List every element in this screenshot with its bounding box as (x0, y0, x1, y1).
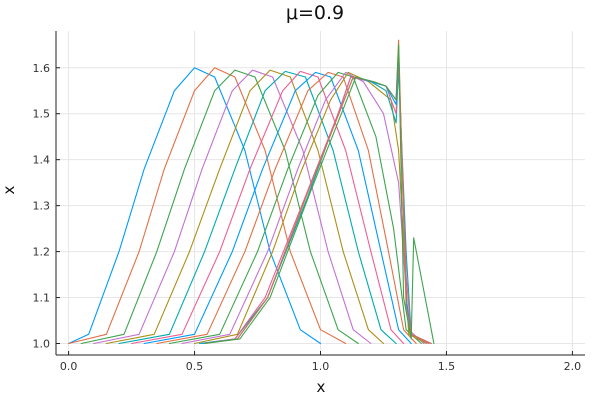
series-line-7 (131, 70, 405, 345)
x-tick-label: 1.5 (438, 360, 456, 373)
series-line-4 (93, 69, 372, 345)
y-tick-label: 1.0 (33, 338, 51, 351)
series-line-3 (80, 69, 359, 345)
series-line-8 (143, 71, 412, 345)
x-tick-label: 0.0 (60, 360, 78, 373)
tick-label-layer: 0.0 0.5 1.0 1.5 2.0 1.0 1.1 1.2 1.3 1.4 1.5 1.6 (33, 62, 582, 373)
y-tick-label: 1.4 (33, 154, 51, 167)
y-tick-label: 1.2 (33, 246, 51, 259)
series-line-2 (68, 67, 347, 345)
y-tick-label: 1.3 (33, 200, 51, 213)
axis-layer (55, 31, 585, 356)
y-tick-label: 1.6 (33, 62, 51, 75)
series-line-17 (204, 44, 435, 345)
series-line-9 (156, 71, 417, 345)
series-layer (68, 39, 435, 345)
series-line-6 (118, 70, 397, 345)
x-tick-label: 2.0 (564, 360, 582, 373)
x-axis-title: x (317, 378, 326, 396)
chart-title: μ=0.9 (286, 2, 344, 24)
series-line-5 (105, 69, 385, 345)
series-line-10 (168, 71, 422, 345)
series-line-1 (68, 67, 322, 345)
x-tick-label: 1.0 (312, 360, 330, 373)
x-tick-label: 0.5 (186, 360, 204, 373)
y-tick-label: 1.5 (33, 108, 51, 121)
y-tick-label: 1.1 (33, 292, 51, 305)
y-axis-title: x (0, 185, 18, 194)
